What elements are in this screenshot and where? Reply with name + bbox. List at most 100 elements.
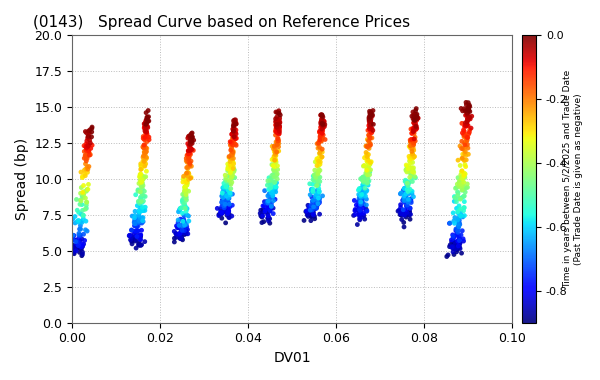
Point [180, 202, 190, 208]
Point [134, 219, 144, 225]
Point [185, 163, 194, 169]
Point [227, 173, 237, 179]
Point [222, 193, 232, 199]
Point [229, 155, 238, 162]
Point [132, 233, 142, 239]
Point [274, 124, 284, 130]
Point [227, 166, 236, 172]
Point [405, 210, 415, 216]
Point [182, 165, 191, 171]
Point [267, 162, 277, 168]
Point [132, 233, 142, 239]
Point [137, 191, 147, 197]
Point [454, 196, 463, 202]
Point [447, 239, 457, 245]
Point [129, 231, 139, 237]
Point [316, 135, 325, 141]
Point [266, 200, 276, 206]
Point [182, 179, 191, 185]
Point [316, 148, 325, 154]
Point [214, 212, 224, 218]
Point [359, 182, 368, 188]
Point [217, 211, 227, 217]
Point [314, 186, 323, 192]
Point [270, 144, 280, 150]
Point [128, 235, 137, 241]
Point [82, 147, 91, 154]
Point [359, 162, 369, 168]
Point [273, 125, 283, 131]
Point [266, 203, 276, 209]
Point [317, 112, 327, 119]
Point [139, 207, 148, 214]
Point [229, 129, 239, 135]
Point [271, 116, 280, 122]
Point [460, 170, 469, 176]
Point [264, 192, 274, 198]
Point [226, 155, 236, 161]
Point [454, 224, 464, 230]
Point [408, 116, 418, 122]
Point [180, 184, 190, 190]
Point [411, 116, 421, 122]
Point [314, 188, 324, 194]
Point [317, 135, 327, 141]
Point [184, 151, 193, 157]
Point [363, 159, 373, 165]
Point [171, 231, 181, 237]
Point [226, 192, 235, 198]
Point [315, 150, 325, 156]
Point [407, 179, 417, 185]
Point [137, 186, 147, 192]
Point [183, 173, 193, 179]
Point [84, 129, 94, 135]
Point [307, 188, 317, 194]
Point [133, 187, 143, 193]
Point [140, 123, 150, 129]
Point [275, 117, 284, 124]
Point [401, 210, 410, 216]
Point [362, 202, 371, 208]
Point [364, 143, 374, 149]
Point [130, 218, 140, 224]
Point [140, 130, 150, 136]
Point [220, 201, 230, 207]
Point [70, 214, 80, 220]
Point [358, 178, 368, 184]
Point [308, 188, 318, 195]
Point [448, 233, 458, 239]
Point [136, 236, 145, 242]
Point [404, 144, 414, 150]
Point [229, 122, 239, 128]
Point [231, 119, 241, 125]
Point [404, 198, 413, 204]
Point [365, 125, 374, 131]
Point [259, 218, 269, 225]
Point [405, 216, 415, 222]
Point [457, 169, 467, 175]
Point [368, 127, 377, 133]
Point [265, 208, 275, 214]
Point [459, 208, 469, 214]
Point [304, 211, 313, 217]
Point [178, 196, 188, 203]
Point [404, 196, 413, 203]
Point [308, 177, 318, 183]
Point [409, 129, 418, 135]
Point [136, 232, 145, 238]
Point [365, 126, 374, 132]
Point [226, 190, 235, 196]
Point [228, 173, 238, 179]
Point [177, 231, 187, 238]
Point [273, 122, 283, 128]
Point [273, 136, 283, 142]
Point [317, 149, 327, 155]
Point [170, 235, 179, 241]
Point [316, 137, 326, 143]
Point [463, 122, 473, 128]
Point [223, 161, 233, 167]
Point [404, 212, 414, 218]
Point [402, 198, 412, 204]
Point [409, 169, 419, 176]
Point [454, 217, 463, 223]
